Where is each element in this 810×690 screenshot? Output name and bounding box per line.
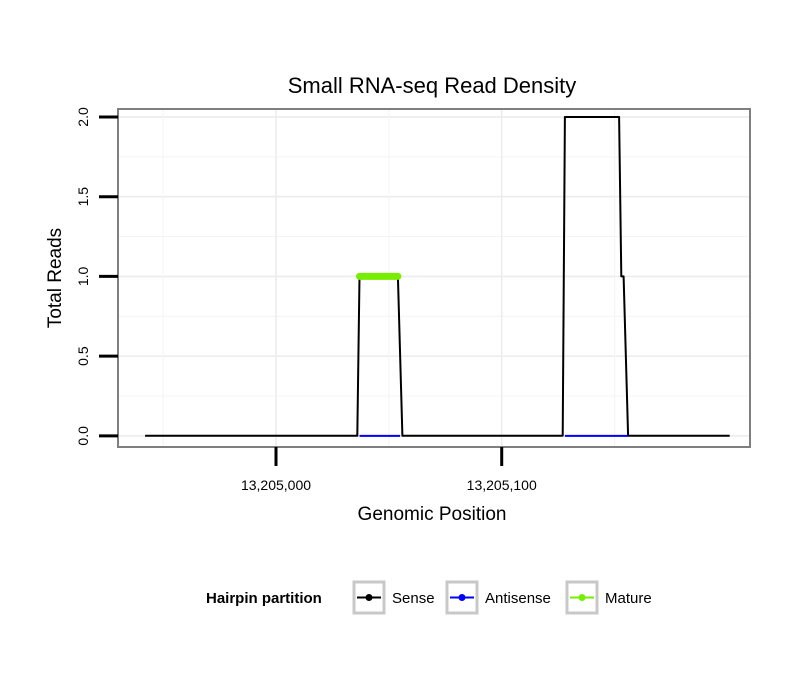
- grid-lines: [118, 109, 750, 447]
- x-axis-title: Genomic Position: [358, 504, 507, 525]
- legend-label: Mature: [605, 590, 652, 607]
- y-tick-label: 0.5: [75, 346, 91, 366]
- legend-key-point: [578, 594, 586, 601]
- legend-item-sense: Sense: [352, 580, 435, 615]
- x-tick-label: 13,205,100: [467, 477, 537, 493]
- plot-border: [117, 108, 751, 448]
- chart-title: Small RNA-seq Read Density: [288, 73, 577, 98]
- legend-label: Antisense: [485, 590, 551, 607]
- legend-key-box: [565, 580, 599, 615]
- x-tick-label: 13,205,000: [241, 477, 311, 493]
- y-tick-label: 1.0: [75, 266, 91, 286]
- legend-label: Sense: [392, 590, 435, 607]
- series-lines: [145, 116, 730, 437]
- legend: Hairpin partition Sense Antisense Mature: [206, 580, 652, 615]
- x-axis: 13,205,000 13,205,100: [241, 447, 537, 493]
- y-tick-label: 1.5: [75, 187, 91, 207]
- series-line-sense: [145, 116, 730, 437]
- y-tick-label: 2.0: [75, 107, 91, 127]
- legend-title: Hairpin partition: [206, 590, 322, 607]
- y-axis: 0.0 0.5 1.0 1.5 2.0: [75, 107, 118, 446]
- legend-item-antisense: Antisense: [445, 580, 551, 615]
- y-axis-title: Total Reads: [45, 228, 66, 328]
- legend-key-point: [365, 594, 373, 601]
- plot-panel: [118, 109, 750, 447]
- legend-item-mature: Mature: [565, 580, 652, 615]
- y-tick-label: 0.0: [75, 426, 91, 446]
- legend-key-point: [458, 594, 466, 601]
